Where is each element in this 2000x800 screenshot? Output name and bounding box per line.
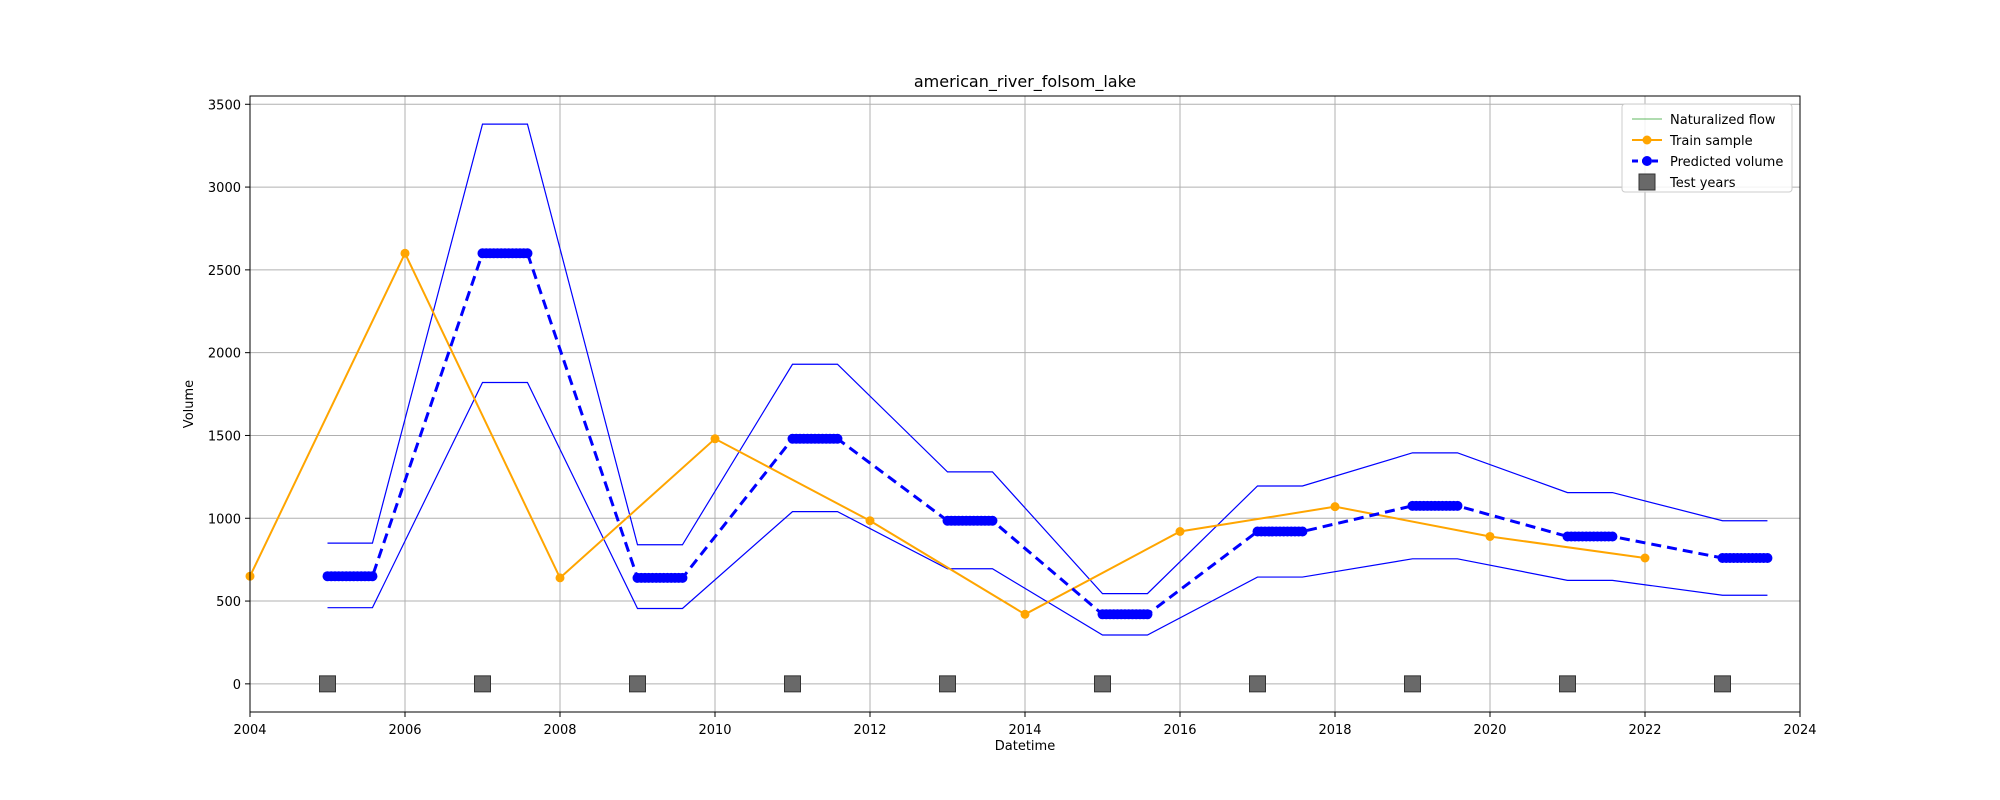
train-sample-point	[1640, 553, 1650, 563]
test-year-marker	[784, 675, 801, 693]
predicted-volume-point	[1762, 553, 1773, 563]
legend: Naturalized flow Train sample Predicted vo…	[1621, 103, 1793, 193]
predicted-volume-point	[1297, 526, 1308, 537]
plot-area	[245, 123, 1773, 693]
predicted-volume-line	[327, 251, 1768, 616]
grid	[250, 96, 1800, 712]
y-tick-label: 2000	[208, 347, 241, 362]
predicted-volume-point	[522, 248, 533, 259]
y-tick-label: 3500	[208, 98, 241, 113]
test-year-marker	[629, 675, 646, 693]
test-year-marker	[939, 675, 956, 693]
predicted-volume-point	[1607, 531, 1618, 542]
train-sample-point	[555, 573, 565, 583]
predicted-volume-point	[1452, 500, 1463, 511]
train-sample-point	[1485, 531, 1495, 541]
test-year-marker	[1249, 675, 1266, 693]
test-year-marker	[1404, 675, 1421, 693]
train-sample-point	[1330, 502, 1340, 512]
predicted-volume-point	[832, 433, 843, 444]
y-tick-label: 0	[233, 678, 241, 693]
legend-label: Train sample	[1669, 134, 1753, 149]
x-axis-label: Datetime	[995, 739, 1055, 754]
legend-swatch-predicted-volume-marker	[1642, 156, 1652, 166]
legend-swatch-train-sample-marker	[1642, 135, 1652, 145]
train-sample-point	[710, 434, 720, 444]
test-year-marker	[1714, 675, 1731, 693]
test-year-marker	[474, 675, 491, 693]
predicted-volume-point	[987, 515, 998, 526]
y-tick-label: 3000	[208, 181, 241, 196]
x-tick-label: 2008	[543, 723, 576, 738]
upper-bound-line	[327, 123, 1768, 595]
predicted-volume-point	[677, 572, 688, 583]
predicted-volume-point	[367, 571, 378, 582]
x-tick-label: 2018	[1318, 723, 1351, 738]
x-tick-label: 2012	[853, 723, 886, 738]
y-tick-label: 1500	[208, 429, 241, 444]
x-tick-label: 2024	[1783, 723, 1816, 738]
x-tick-label: 2014	[1008, 723, 1041, 738]
predicted-volume-point	[1142, 609, 1153, 620]
test-year-marker	[1094, 675, 1111, 693]
legend-swatch-test-years	[1638, 173, 1656, 191]
train-sample-point	[865, 516, 875, 526]
legend-label: Test years	[1669, 176, 1736, 191]
train-sample-point	[1175, 527, 1185, 537]
test-year-marker	[1559, 675, 1576, 693]
x-tick-label: 2006	[388, 723, 421, 738]
train-sample-point	[400, 248, 410, 258]
x-tick-label: 2016	[1163, 723, 1196, 738]
x-tick-label: 2020	[1473, 723, 1506, 738]
train-sample-line	[249, 250, 1646, 616]
y-tick-label: 1000	[208, 512, 241, 527]
axis-ticks: 2004 2006 2008 2010 2012 2014 2016 2018 2020 2022…	[208, 98, 1817, 738]
x-tick-label: 2004	[233, 723, 266, 738]
y-tick-label: 500	[216, 595, 241, 610]
y-axis-label: Volume	[182, 380, 197, 428]
legend-label: Predicted volume	[1670, 155, 1783, 170]
legend-label: Naturalized flow	[1670, 113, 1776, 128]
x-tick-label: 2010	[698, 723, 731, 738]
legend-box	[1621, 103, 1793, 193]
y-tick-label: 2500	[208, 264, 241, 279]
test-year-marker	[319, 675, 336, 693]
chart-title: american_river_folsom_lake	[914, 72, 1136, 92]
x-tick-label: 2022	[1628, 723, 1661, 738]
train-sample-point	[1020, 609, 1030, 619]
